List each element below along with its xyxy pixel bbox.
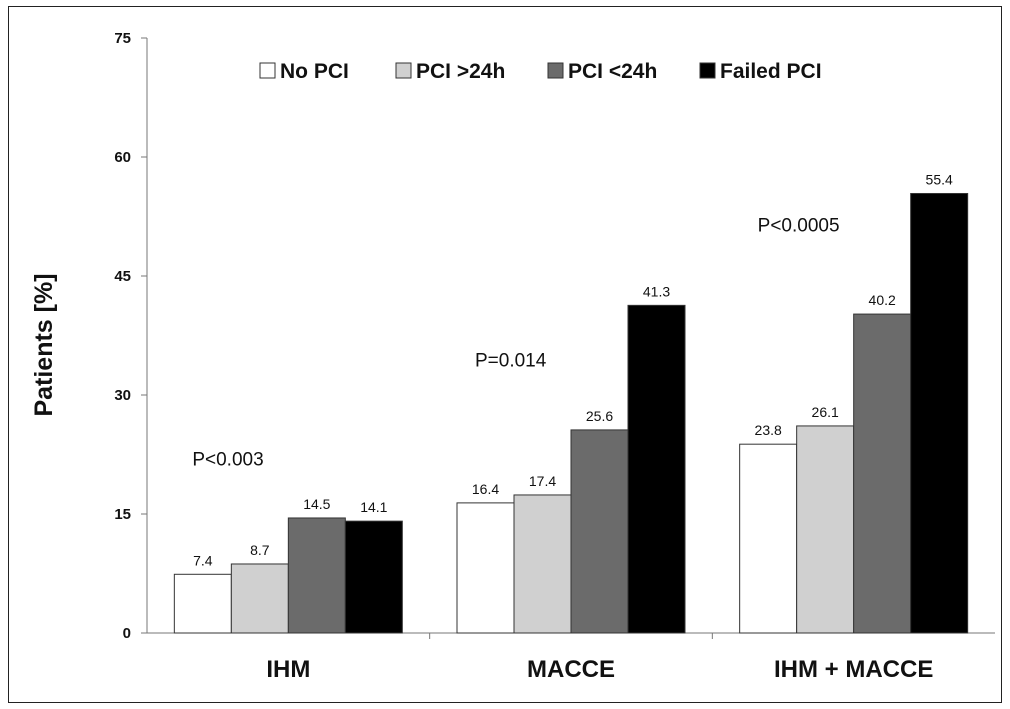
legend-swatch <box>259 62 276 79</box>
data-label: 7.4 <box>193 552 213 568</box>
bar <box>796 425 855 634</box>
data-label: 41.3 <box>643 283 670 299</box>
y-tick-label: 15 <box>114 506 131 523</box>
legend-label: PCI <24h <box>568 60 657 83</box>
y-tick-label: 30 <box>114 387 131 404</box>
chart-data-labels: 7.4 8.7 14.5 14.1 16.4 17.4 25.6 41.3 23.8 26.1 40… <box>192 171 953 568</box>
bar <box>287 517 346 634</box>
p-value-annotation: P=0.014 <box>475 350 547 371</box>
p-value-annotation: P<0.0005 <box>758 215 840 236</box>
bar <box>627 304 686 634</box>
category-label: IHM + MACCE <box>774 656 933 683</box>
data-label: 26.1 <box>812 404 839 420</box>
bar <box>456 502 515 634</box>
data-label: 55.4 <box>926 171 953 187</box>
data-label: 14.5 <box>303 496 330 512</box>
category-label: IHM <box>266 656 310 683</box>
legend-label: No PCI <box>280 60 349 83</box>
data-label: 25.6 <box>586 408 613 424</box>
bar <box>910 192 969 634</box>
data-label: 8.7 <box>250 542 270 558</box>
data-label: 40.2 <box>869 292 896 308</box>
bar <box>344 520 403 634</box>
y-tick-label: 75 <box>114 30 131 47</box>
data-label: 23.8 <box>755 422 782 438</box>
chart-bars <box>173 192 969 634</box>
y-axis-label: Patients [%] <box>30 273 58 416</box>
legend-swatch <box>547 62 564 79</box>
p-value-annotation: P<0.003 <box>192 449 263 470</box>
bar <box>570 429 629 634</box>
chart-legend: No PCI PCI >24h PCI <24h Failed PCI <box>259 60 822 83</box>
bar <box>173 573 232 634</box>
bar <box>739 443 798 634</box>
legend-swatch <box>699 62 716 79</box>
y-tick-label: 45 <box>114 268 131 285</box>
data-label: 16.4 <box>472 481 499 497</box>
category-label: MACCE <box>527 656 615 683</box>
bar <box>230 563 289 634</box>
legend-label: PCI >24h <box>416 60 505 83</box>
data-label: 17.4 <box>529 473 556 489</box>
y-tick-label: 60 <box>114 149 131 166</box>
data-label: 14.1 <box>360 499 387 515</box>
legend-label: Failed PCI <box>720 60 822 83</box>
y-tick-label: 0 <box>123 625 131 642</box>
bar <box>853 313 912 634</box>
legend-swatch <box>395 62 412 79</box>
bar <box>513 494 572 634</box>
